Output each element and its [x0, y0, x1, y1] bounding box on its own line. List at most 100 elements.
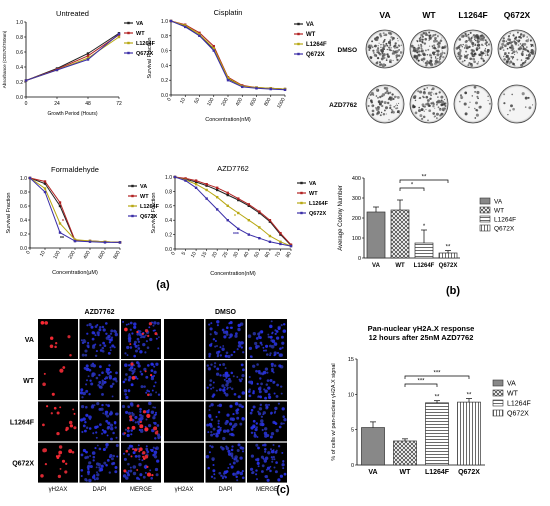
h2ax-focus: [54, 345, 57, 349]
nucleus-dot: [139, 370, 142, 373]
nucleus-dot: [93, 474, 96, 477]
nucleus-dot: [222, 436, 226, 441]
x-tick-label: 100: [206, 97, 215, 107]
micrograph-azd7762-l1264f-1: [79, 401, 120, 442]
nucleus-dot: [154, 411, 158, 414]
nucleus-dot: [92, 459, 95, 462]
y-tick-label: 0.2: [165, 233, 172, 239]
h2ax-focus: [55, 342, 58, 345]
nucleus-dot: [152, 329, 155, 332]
nucleus-dot: [221, 384, 225, 388]
nucleus-dot: [273, 392, 276, 395]
nucleus-dot: [221, 328, 225, 332]
nucleus-dot: [153, 365, 156, 368]
nucleus-dot: [109, 346, 112, 349]
nucleus-dot: [146, 389, 149, 392]
micrograph-azd7762-q672x-1: [79, 442, 120, 483]
x-axis-label: Growth Period (Hours): [47, 111, 97, 117]
nucleus-dot: [104, 412, 108, 416]
h2ax-focus: [130, 455, 133, 458]
h2ax-focus: [123, 469, 127, 473]
nucleus-dot: [261, 464, 265, 468]
nucleus-dot: [148, 326, 151, 329]
nucleus-dot: [210, 475, 214, 478]
nucleus-dot: [85, 405, 88, 409]
nucleus-dot: [80, 388, 84, 392]
nucleus-dot: [236, 470, 240, 474]
h2ax-focus: [123, 432, 126, 435]
data-point: [118, 241, 122, 244]
nucleus-dot: [95, 431, 98, 434]
nucleus-dot: [102, 447, 106, 452]
plate-row-label: DMSO: [338, 47, 358, 54]
x-tick-label: 20: [211, 251, 219, 259]
y-tick-label: 0: [351, 463, 354, 469]
micrograph-azd7762-q672x-0: [38, 442, 78, 483]
data-point: [194, 183, 198, 186]
micrograph-dmso-l1264f-1: [205, 401, 246, 442]
x-tick-label: 24: [54, 101, 60, 107]
nucleus-dot: [269, 469, 272, 473]
nucleus-dot: [101, 392, 104, 396]
nucleus-dot: [82, 391, 86, 396]
data-point: [73, 239, 77, 243]
data-point: [279, 231, 282, 235]
nucleus-dot: [86, 332, 89, 335]
nucleus-dot: [257, 446, 260, 450]
h2ax-focus: [68, 420, 73, 425]
nucleus-dot: [214, 331, 218, 336]
chart-title: Cisplatin: [214, 8, 243, 17]
nucleus-dot: [139, 350, 143, 354]
nucleus-dot: [237, 443, 241, 447]
legend-swatch: [492, 379, 504, 387]
h2ax-focus: [139, 424, 144, 429]
nucleus-dot: [153, 321, 157, 325]
nucleus-dot: [267, 393, 271, 396]
y-tick-label: 0.0: [161, 93, 168, 99]
nucleus-dot: [233, 392, 237, 396]
nucleus-dot: [155, 362, 159, 366]
legend-marker: [131, 214, 134, 218]
data-point: [226, 79, 230, 82]
bar-significance: **: [446, 245, 451, 251]
nucleus-dot: [123, 452, 125, 455]
nucleus-dot: [114, 470, 118, 474]
nucleus-dot: [154, 447, 157, 450]
nucleus-dot: [92, 455, 96, 459]
nucleus-dot: [210, 387, 213, 390]
y-tick-label: 400: [352, 176, 361, 182]
nucleus-dot: [213, 365, 217, 368]
h2ax-focus: [144, 370, 147, 373]
y-tick-label: 0.6: [161, 49, 168, 55]
micrograph-azd7762-wt-0: [38, 360, 78, 401]
nucleus-dot: [102, 412, 105, 415]
nucleus-dot: [222, 374, 226, 377]
y-tick-label: 1.0: [20, 176, 27, 182]
legend-label: VA: [140, 184, 147, 190]
significance-bracket: [404, 375, 470, 379]
nucleus-dot: [130, 429, 133, 432]
nucleus-dot: [247, 390, 251, 393]
y-axis-label: Average Colony Number: [338, 185, 344, 251]
x-tick-label: Q672X: [439, 263, 458, 269]
nucleus-dot: [216, 320, 220, 324]
legend-label: WT: [306, 32, 316, 38]
nucleus-dot: [127, 411, 132, 415]
nucleus-dot: [271, 460, 274, 463]
h2ax-focus: [148, 322, 153, 326]
legend-label: WT: [507, 391, 519, 398]
legend-label: VA: [309, 181, 316, 187]
nucleus-dot: [107, 351, 111, 355]
data-point: [73, 238, 77, 241]
nucleus-dot: [101, 432, 104, 435]
nucleus-dot: [105, 403, 108, 406]
h2ax-focus: [72, 408, 75, 411]
legend-swatch: [479, 224, 491, 232]
data-point: [58, 231, 62, 234]
nucleus-dot: [260, 382, 263, 386]
nucleus-dot: [138, 458, 141, 461]
data-point: [226, 219, 229, 222]
nucleus-dot: [240, 341, 243, 344]
micrograph-row-label: WT: [23, 378, 35, 385]
nucleus-dot: [264, 367, 269, 371]
